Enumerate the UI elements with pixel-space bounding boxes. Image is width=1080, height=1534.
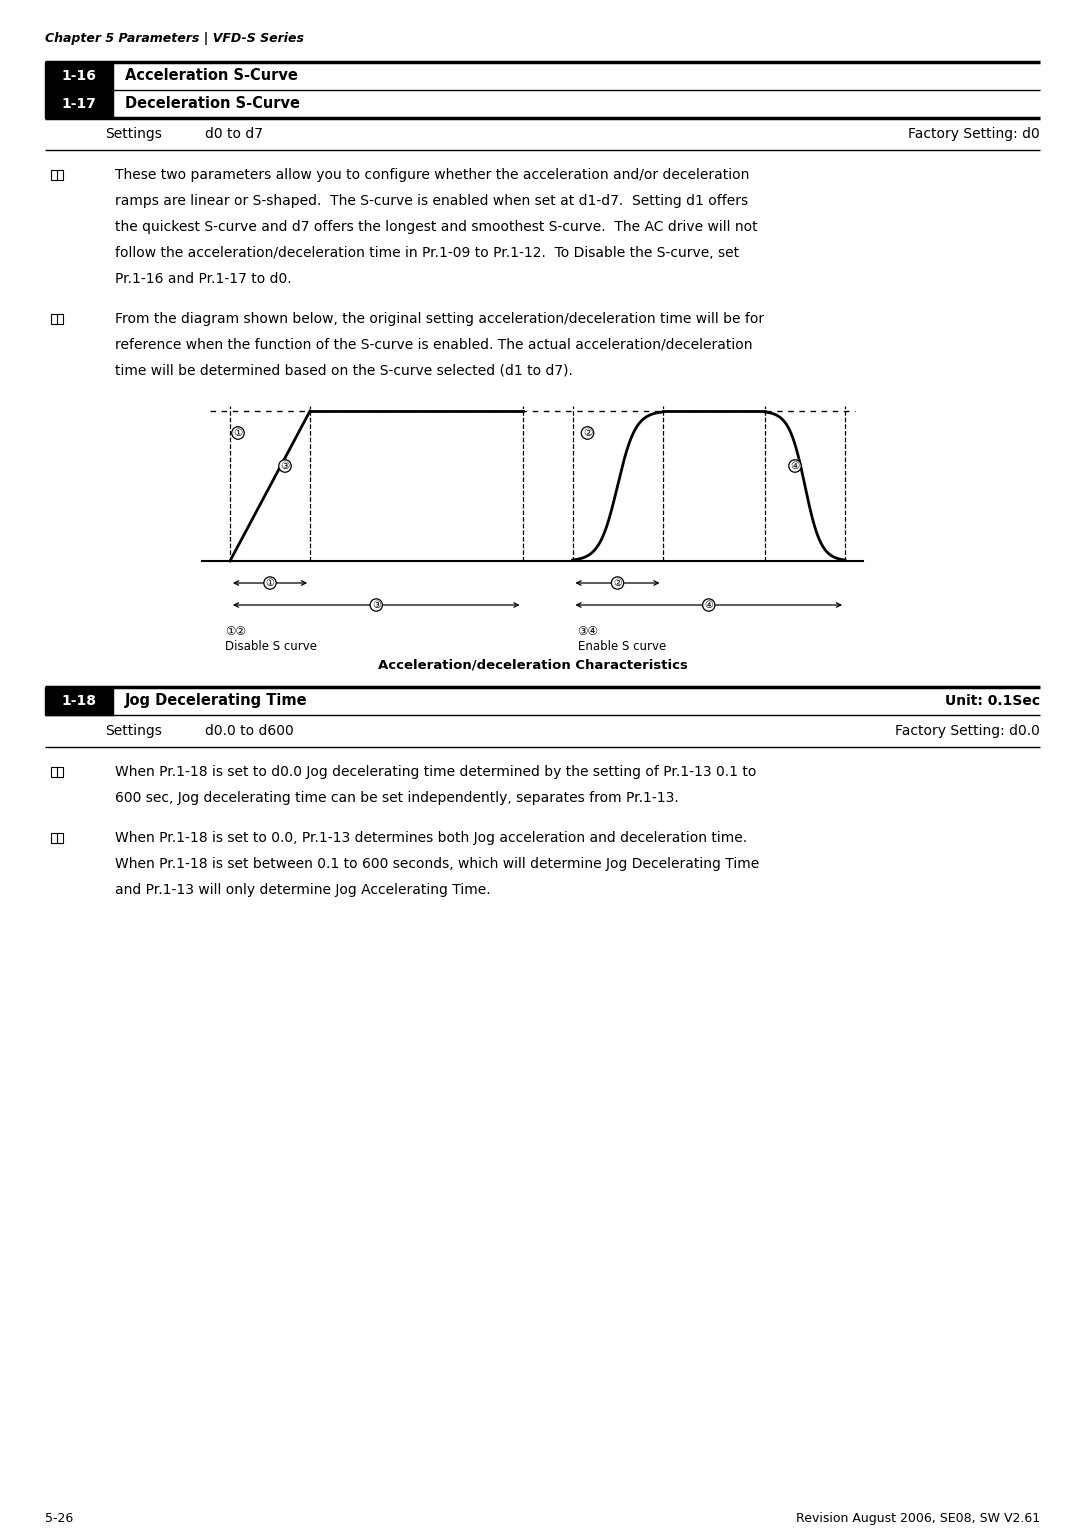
Text: Factory Setting: d0: Factory Setting: d0 bbox=[908, 127, 1040, 141]
Text: Jog Decelerating Time: Jog Decelerating Time bbox=[125, 693, 308, 709]
Text: d0.0 to d600: d0.0 to d600 bbox=[205, 724, 294, 738]
Bar bbox=[51, 170, 63, 179]
Text: follow the acceleration/deceleration time in Pr.1-09 to Pr.1-12.  To Disable the: follow the acceleration/deceleration tim… bbox=[114, 245, 739, 259]
Text: ②: ② bbox=[583, 428, 592, 439]
Text: From the diagram shown below, the original setting acceleration/deceleration tim: From the diagram shown below, the origin… bbox=[114, 311, 765, 327]
Text: Acceleration S-Curve: Acceleration S-Curve bbox=[125, 69, 298, 83]
Bar bbox=[51, 767, 63, 778]
Text: Unit: 0.1Sec: Unit: 0.1Sec bbox=[945, 693, 1040, 709]
Bar bbox=[45, 91, 113, 118]
Text: 1-17: 1-17 bbox=[62, 97, 96, 110]
Bar bbox=[51, 833, 63, 844]
Text: Enable S curve: Enable S curve bbox=[578, 640, 665, 653]
Text: Factory Setting: d0.0: Factory Setting: d0.0 bbox=[895, 724, 1040, 738]
Text: Settings: Settings bbox=[105, 724, 162, 738]
Text: ③: ③ bbox=[281, 462, 289, 471]
Text: reference when the function of the S-curve is enabled. The actual acceleration/d: reference when the function of the S-cur… bbox=[114, 337, 753, 351]
Text: ①: ① bbox=[233, 428, 243, 439]
Text: These two parameters allow you to configure whether the acceleration and/or dece: These two parameters allow you to config… bbox=[114, 169, 750, 183]
Text: ①②: ①② bbox=[225, 624, 246, 638]
Text: and Pr.1-13 will only determine Jog Accelerating Time.: and Pr.1-13 will only determine Jog Acce… bbox=[114, 884, 490, 897]
Text: Acceleration/deceleration Characteristics: Acceleration/deceleration Characteristic… bbox=[378, 660, 688, 672]
Text: ③④: ③④ bbox=[578, 624, 598, 638]
Text: Pr.1-16 and Pr.1-17 to d0.: Pr.1-16 and Pr.1-17 to d0. bbox=[114, 272, 292, 285]
Text: the quickest S-curve and d7 offers the longest and smoothest S-curve.  The AC dr: the quickest S-curve and d7 offers the l… bbox=[114, 219, 758, 235]
Text: 5-26: 5-26 bbox=[45, 1513, 73, 1525]
Text: 1-16: 1-16 bbox=[62, 69, 96, 83]
Text: 1-18: 1-18 bbox=[62, 693, 96, 709]
Text: ③: ③ bbox=[372, 600, 380, 611]
Text: d0 to d7: d0 to d7 bbox=[205, 127, 264, 141]
Text: time will be determined based on the S-curve selected (d1 to d7).: time will be determined based on the S-c… bbox=[114, 364, 572, 377]
Text: 600 sec, Jog decelerating time can be set independently, separates from Pr.1-13.: 600 sec, Jog decelerating time can be se… bbox=[114, 792, 678, 805]
Text: Deceleration S-Curve: Deceleration S-Curve bbox=[125, 97, 300, 112]
Text: When Pr.1-18 is set to d0.0 Jog decelerating time determined by the setting of P: When Pr.1-18 is set to d0.0 Jog decelera… bbox=[114, 765, 756, 779]
Bar bbox=[45, 687, 113, 715]
Text: When Pr.1-18 is set to 0.0, Pr.1-13 determines both Jog acceleration and deceler: When Pr.1-18 is set to 0.0, Pr.1-13 dete… bbox=[114, 831, 747, 845]
Bar bbox=[51, 314, 63, 324]
Text: ②: ② bbox=[613, 578, 622, 588]
Text: Revision August 2006, SE08, SW V2.61: Revision August 2006, SE08, SW V2.61 bbox=[796, 1513, 1040, 1525]
Text: Chapter 5 Parameters | VFD-S Series: Chapter 5 Parameters | VFD-S Series bbox=[45, 32, 303, 44]
Text: When Pr.1-18 is set between 0.1 to 600 seconds, which will determine Jog Deceler: When Pr.1-18 is set between 0.1 to 600 s… bbox=[114, 858, 759, 871]
Text: ①: ① bbox=[266, 578, 274, 588]
Text: ④: ④ bbox=[704, 600, 713, 611]
Text: Settings: Settings bbox=[105, 127, 162, 141]
Text: ramps are linear or S-shaped.  The S-curve is enabled when set at d1-d7.  Settin: ramps are linear or S-shaped. The S-curv… bbox=[114, 193, 748, 209]
Text: Disable S curve: Disable S curve bbox=[225, 640, 318, 653]
Text: ④: ④ bbox=[791, 462, 799, 471]
Bar bbox=[45, 61, 113, 91]
